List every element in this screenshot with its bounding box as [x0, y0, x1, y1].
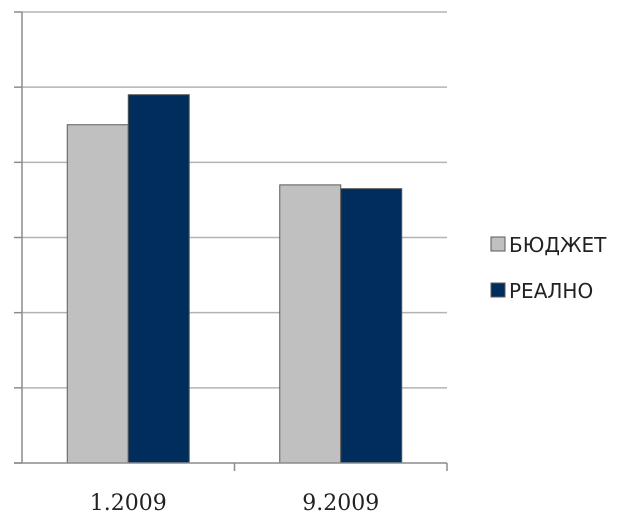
legend: БЮДЖЕТ РЕАЛНО — [490, 233, 607, 303]
bar-budget — [279, 184, 342, 464]
legend-swatch — [490, 236, 506, 252]
bars — [66, 94, 403, 464]
legend-label: БЮДЖЕТ — [509, 233, 607, 257]
x-tick-label: 9.2009 — [302, 491, 379, 516]
bar-actual — [127, 94, 190, 464]
x-tick-label: 1.2009 — [90, 491, 167, 516]
legend-swatch — [490, 282, 506, 298]
axes — [14, 11, 448, 471]
legend-label: РЕАЛНО — [509, 279, 593, 303]
x-tick-labels: 1.2009 9.2009 — [90, 491, 379, 516]
bar-budget — [66, 124, 129, 464]
bar-actual — [340, 188, 403, 464]
